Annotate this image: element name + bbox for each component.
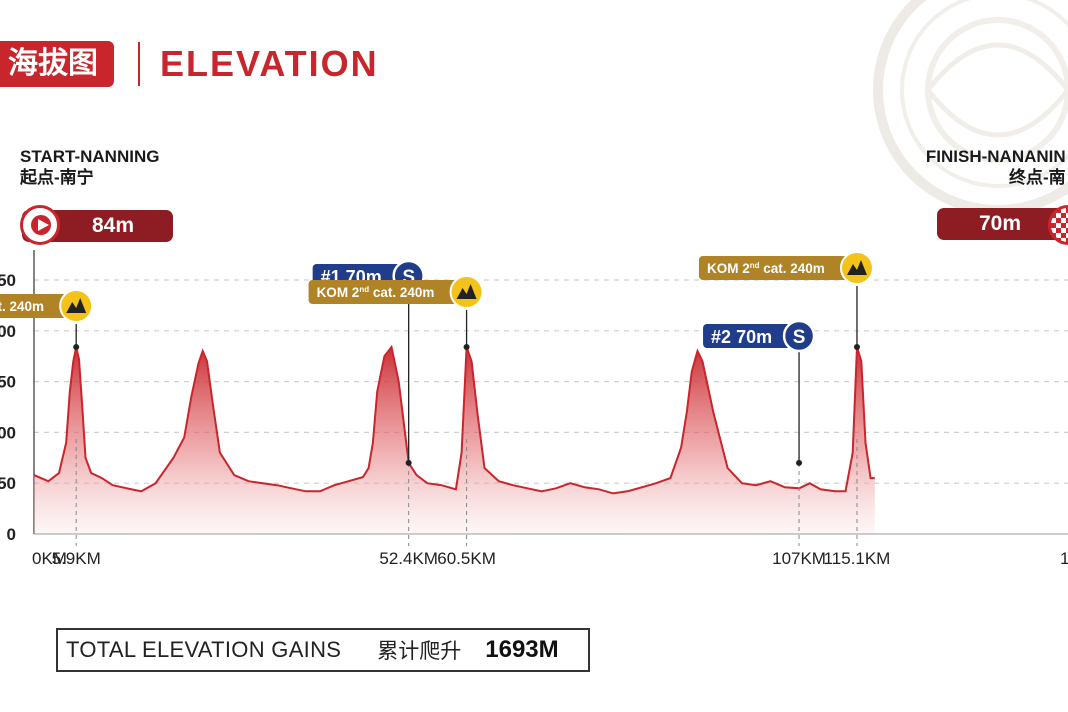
total-elevation-label-cn: 累计爬升 — [377, 639, 462, 663]
kom-label-text: KOM 2nd cat. 240m — [317, 285, 435, 300]
sprint-icon-letter: S — [793, 327, 806, 348]
x-tick-label: 107KM — [772, 549, 826, 568]
y-tick-label: 100 — [0, 423, 16, 442]
y-tick-label: 0 — [7, 525, 16, 544]
finish-name-en: FINISH-NANANIN — [925, 147, 1066, 166]
start-name-cn: 起点-南宁 — [20, 168, 94, 187]
mountain-icon — [59, 289, 94, 323]
kom-label-text: KOM 2nd cat. 240m — [707, 261, 825, 276]
y-tick-label: 50 — [0, 474, 16, 493]
kom-label-box — [0, 294, 77, 318]
page-title: ELEVATION — [160, 43, 379, 84]
y-tick-label: 200 — [0, 322, 16, 341]
mountain-icon — [839, 251, 874, 285]
x-tick-label-partial: 1 — [1060, 549, 1068, 568]
total-elevation-box: TOTAL ELEVATION GAINS 累计爬升 1693M — [56, 628, 590, 672]
sprint-point — [405, 459, 412, 466]
sprint-label-box — [703, 324, 800, 348]
x-tick-label: 0KM — [32, 549, 67, 568]
finish-name-cn: 终点-南 — [1009, 168, 1066, 187]
sprint-label-text: #2 70m — [711, 327, 772, 347]
elevation-area — [34, 347, 875, 534]
kom-point — [463, 344, 470, 351]
sprint-point — [796, 459, 803, 466]
finish-elevation-value: 70m — [978, 212, 1022, 235]
x-tick-label: 115.1KM — [824, 549, 891, 568]
elevation-line — [33, 344, 875, 495]
mountain-glyph — [846, 260, 867, 275]
title-cn-badge: 海拔图 — [0, 41, 114, 87]
kom-point — [853, 344, 860, 351]
kom-label-box — [698, 256, 857, 280]
kom-label-text: KOM 2nd cat. 240m — [0, 299, 44, 314]
total-elevation-value: 1693M — [485, 636, 559, 663]
y-tick-label: 250 — [0, 271, 16, 290]
play-icon — [20, 205, 60, 245]
finish-location-label: FINISH-NANANIN 终点-南 — [924, 146, 1066, 188]
mountain-glyph — [456, 284, 477, 299]
mountain-glyph — [66, 298, 87, 313]
start-elevation-value: 84m — [91, 214, 135, 237]
start-location-label: START-NANNING 起点-南宁 — [20, 146, 159, 188]
x-tick-label: 52.4KM — [379, 549, 438, 568]
finish-elevation-pill: 70m — [937, 208, 1068, 240]
start-name-en: START-NANNING — [20, 147, 160, 166]
x-tick-label: 5.9KM — [52, 549, 101, 568]
mountain-icon — [449, 275, 484, 309]
y-tick-label: 150 — [0, 373, 16, 392]
sprint-icon — [782, 319, 816, 353]
kom-point — [73, 344, 80, 351]
x-tick-label: 60.5KM — [437, 549, 496, 568]
kom-label-box — [308, 280, 467, 304]
total-elevation-label: TOTAL ELEVATION GAINS — [66, 637, 342, 662]
page-header: 海拔图 ELEVATION — [0, 40, 379, 88]
header-divider — [138, 42, 140, 86]
